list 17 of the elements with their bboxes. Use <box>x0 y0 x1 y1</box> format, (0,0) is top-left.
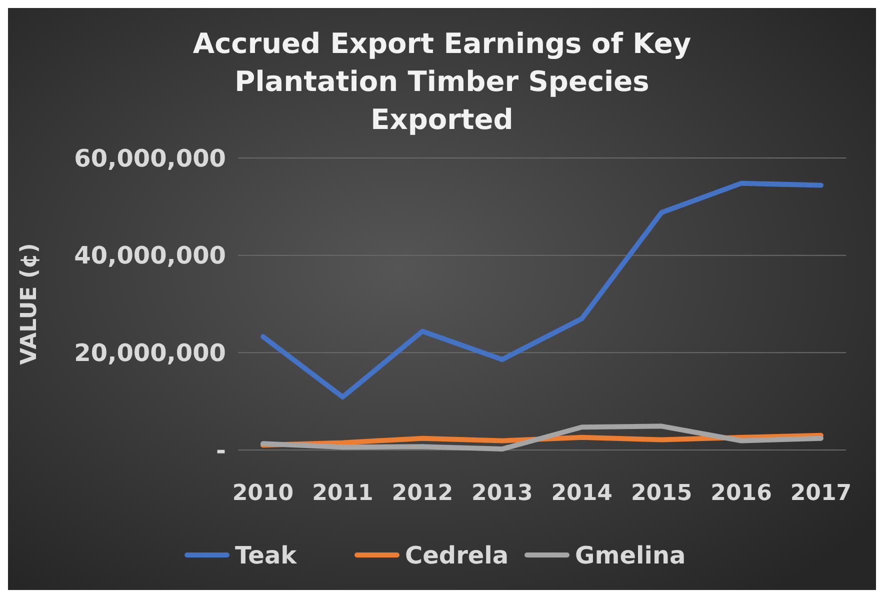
legend-label: Gmelina <box>575 541 686 570</box>
chart-title: Accrued Export Earnings of Key Plantation Timber Species Exported <box>192 27 692 136</box>
y-tick-label: - <box>216 436 226 464</box>
y-tick-label: 60,000,000 <box>74 144 226 172</box>
x-tick-label: 2015 <box>630 481 692 506</box>
x-tick-label: 2016 <box>710 481 772 506</box>
legend-label: Teak <box>235 541 298 570</box>
y-tick-label: 20,000,000 <box>74 339 226 368</box>
y-tick-label: 40,000,000 <box>74 242 226 270</box>
x-tick-label: 2011 <box>312 481 374 506</box>
x-tick-label: 2010 <box>232 481 294 506</box>
x-tick-label: 2013 <box>472 481 533 506</box>
x-tick-label: 2014 <box>551 481 612 506</box>
x-tick-label: 2012 <box>392 481 454 506</box>
legend-label: Cedrela <box>405 541 509 570</box>
y-axis-title: VALUE (¢) <box>17 243 42 365</box>
x-tick-label: 2017 <box>790 481 852 506</box>
